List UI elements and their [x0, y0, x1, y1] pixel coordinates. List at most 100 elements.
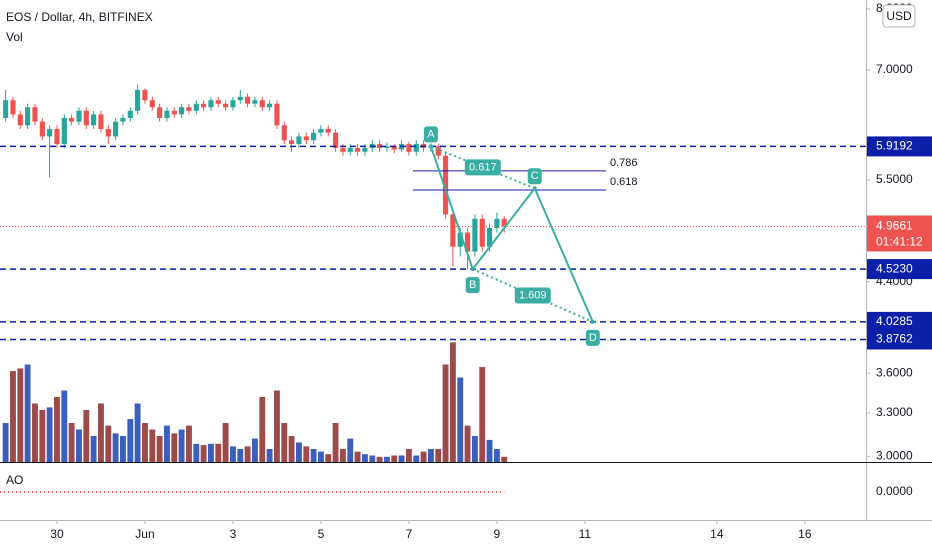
candle-body — [237, 96, 243, 101]
candle-body — [3, 100, 9, 118]
candle-body — [193, 103, 199, 111]
volume-bar — [420, 451, 427, 462]
x-tick-label: 7 — [406, 527, 413, 541]
volume-bar — [398, 455, 405, 462]
currency[interactable]: USD — [886, 9, 912, 23]
volume-bar — [83, 410, 90, 462]
point-label: D — [589, 332, 597, 344]
pattern-leg — [429, 146, 474, 270]
ratio-box — [464, 159, 501, 176]
volume-bar — [134, 403, 141, 462]
candle-body — [171, 110, 177, 115]
point-box — [465, 277, 480, 294]
volume-bar — [76, 429, 82, 462]
volume-bar — [244, 446, 251, 462]
last-price-label: 4.9661 — [876, 219, 913, 233]
volume-bar — [120, 436, 126, 462]
volume-bar — [317, 451, 324, 462]
x-tick-label: 5 — [318, 527, 325, 541]
candle-body — [113, 121, 119, 137]
volume-bar — [361, 454, 368, 462]
candle-body — [384, 146, 390, 148]
volume-bar — [24, 364, 31, 462]
candle-body — [230, 100, 236, 108]
volume-bar — [471, 436, 478, 462]
volume-bar — [193, 443, 200, 462]
currency-box[interactable] — [882, 4, 916, 28]
y-tick-label: 3.6000 — [876, 365, 913, 379]
volume-bar — [486, 439, 493, 462]
volume-bar — [295, 442, 302, 462]
y-tick-label: 3.0000 — [876, 449, 913, 463]
pattern-point — [532, 186, 537, 191]
y-tick-label: 5.5000 — [876, 172, 913, 186]
candle-body — [318, 128, 324, 133]
volume-bar — [325, 454, 332, 462]
candle-body — [61, 117, 67, 145]
volume-bar — [98, 403, 104, 462]
fib-label: 0.618 — [610, 176, 638, 188]
volume-bar — [281, 423, 288, 462]
volume-bar — [164, 425, 170, 462]
volume-bar — [464, 425, 471, 462]
candle-body — [457, 232, 463, 247]
price-level-box — [867, 311, 932, 332]
pattern-leg — [471, 187, 536, 270]
candle-body — [17, 114, 23, 126]
volume-bar — [288, 436, 295, 462]
point-label: A — [427, 128, 435, 140]
candle-body — [208, 100, 214, 108]
candle-body — [201, 103, 207, 108]
candle-body — [215, 100, 221, 104]
volume-bar — [449, 342, 456, 462]
candle-body — [296, 136, 302, 145]
candle-body — [25, 107, 31, 126]
volume-bar — [200, 445, 207, 462]
pattern-point — [470, 267, 475, 272]
candle-body — [340, 147, 346, 152]
candle-body — [325, 128, 331, 133]
y-tick-label: 7.0000 — [876, 62, 913, 76]
price-level-label: 3.8762 — [876, 332, 913, 346]
candle-body — [245, 96, 251, 104]
volume-bar — [186, 425, 192, 462]
candle-body — [479, 218, 485, 247]
y-tick-label: 3.3000 — [876, 405, 913, 419]
ratio-box — [514, 287, 551, 304]
volume-bar — [354, 451, 361, 462]
chart-title: EOS / Dollar, 4h, BITFINEX — [6, 10, 153, 24]
volume-bar — [39, 410, 46, 462]
volume-bar — [479, 367, 486, 462]
pattern-point — [428, 144, 433, 149]
price-level-box — [867, 136, 932, 157]
candle-body — [164, 110, 170, 118]
volume-bar — [303, 446, 310, 462]
volume-bar — [54, 397, 60, 462]
volume-bar — [178, 429, 185, 462]
candle-body — [442, 155, 449, 215]
candle-body — [347, 147, 353, 152]
candle-body — [10, 100, 16, 115]
candle-body — [252, 100, 258, 104]
volume-bar — [493, 449, 500, 462]
candle-body — [281, 125, 287, 141]
candle-body — [47, 128, 53, 137]
candle-body — [464, 232, 471, 252]
candle-body — [391, 146, 397, 150]
candle-body — [472, 218, 478, 252]
volume-bar — [90, 436, 97, 462]
ratio-label: 0.617 — [469, 161, 497, 173]
ao-tick-label: 0.0000 — [876, 484, 913, 498]
candle-body — [120, 117, 126, 122]
candle-body — [501, 218, 507, 227]
price-level-label: 4.5230 — [876, 261, 913, 275]
point-box — [527, 168, 542, 185]
candle-body — [157, 107, 163, 118]
candle-body — [39, 121, 45, 137]
price-level-box — [867, 259, 932, 280]
candle-body — [149, 100, 155, 108]
countdown: 01:41:12 — [876, 235, 923, 249]
